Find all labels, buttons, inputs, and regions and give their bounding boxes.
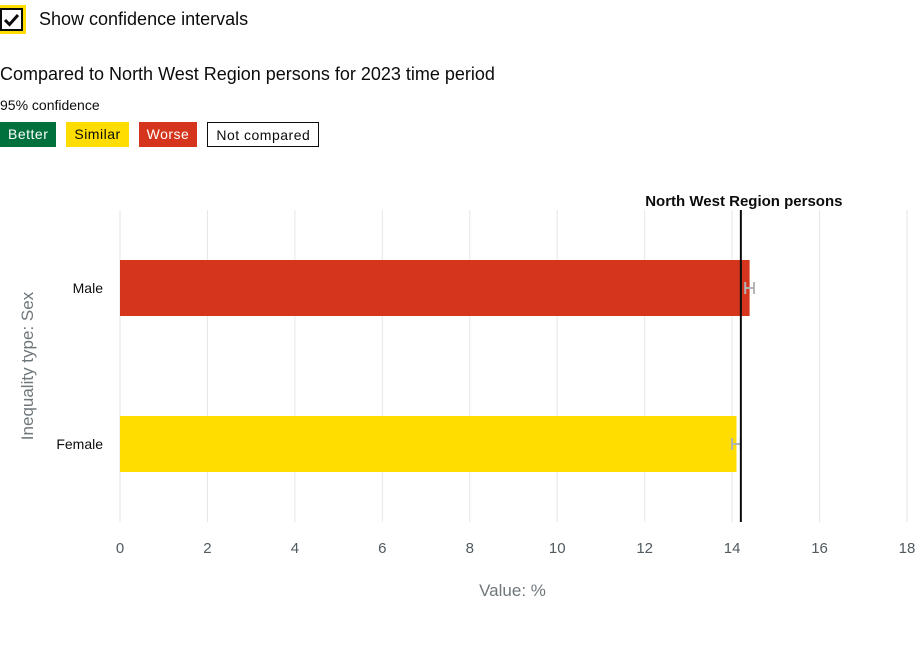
x-tick-label: 14 bbox=[724, 540, 741, 557]
confidence-intervals-label[interactable]: Show confidence intervals bbox=[39, 9, 249, 29]
benchmark-comparison-title: Compared to North West Region persons fo… bbox=[0, 64, 495, 84]
x-tick-label: 16 bbox=[811, 540, 828, 557]
x-tick-label: 12 bbox=[636, 540, 653, 557]
x-tick-label: 18 bbox=[899, 540, 916, 557]
x-tick-label: 10 bbox=[549, 540, 566, 557]
x-tick-label: 0 bbox=[116, 540, 124, 557]
category-label: Male bbox=[73, 280, 104, 296]
category-label: Female bbox=[56, 436, 103, 452]
comparison-legend: Better Similar Worse Not compared bbox=[0, 122, 329, 147]
x-tick-label: 6 bbox=[378, 540, 386, 557]
legend-worse-badge: Worse bbox=[138, 122, 198, 147]
x-tick-label: 8 bbox=[466, 540, 474, 557]
x-tick-label: 4 bbox=[291, 540, 299, 557]
legend-similar-badge: Similar bbox=[66, 122, 129, 147]
confidence-intervals-checkbox[interactable] bbox=[0, 5, 26, 34]
legend-better-badge: Better bbox=[0, 122, 57, 147]
legend-not-compared-badge: Not compared bbox=[207, 122, 320, 147]
checkmark-icon bbox=[3, 13, 20, 27]
inequality-bar-chart: 0 2 4 6 8 10 12 14 16 18 Male Female North West Regi… bbox=[18, 193, 916, 600]
y-axis-title: Inequality type: Sex bbox=[18, 291, 37, 440]
x-tick-label: 2 bbox=[203, 540, 211, 557]
benchmark-label: North West Region persons bbox=[645, 193, 842, 210]
bar-female bbox=[120, 416, 737, 472]
confidence-intervals-toggle[interactable]: Show confidence intervals bbox=[0, 5, 249, 34]
x-axis-title: Value: % bbox=[479, 581, 546, 600]
confidence-level: 95% confidence bbox=[0, 97, 100, 113]
bar-male bbox=[120, 260, 750, 316]
